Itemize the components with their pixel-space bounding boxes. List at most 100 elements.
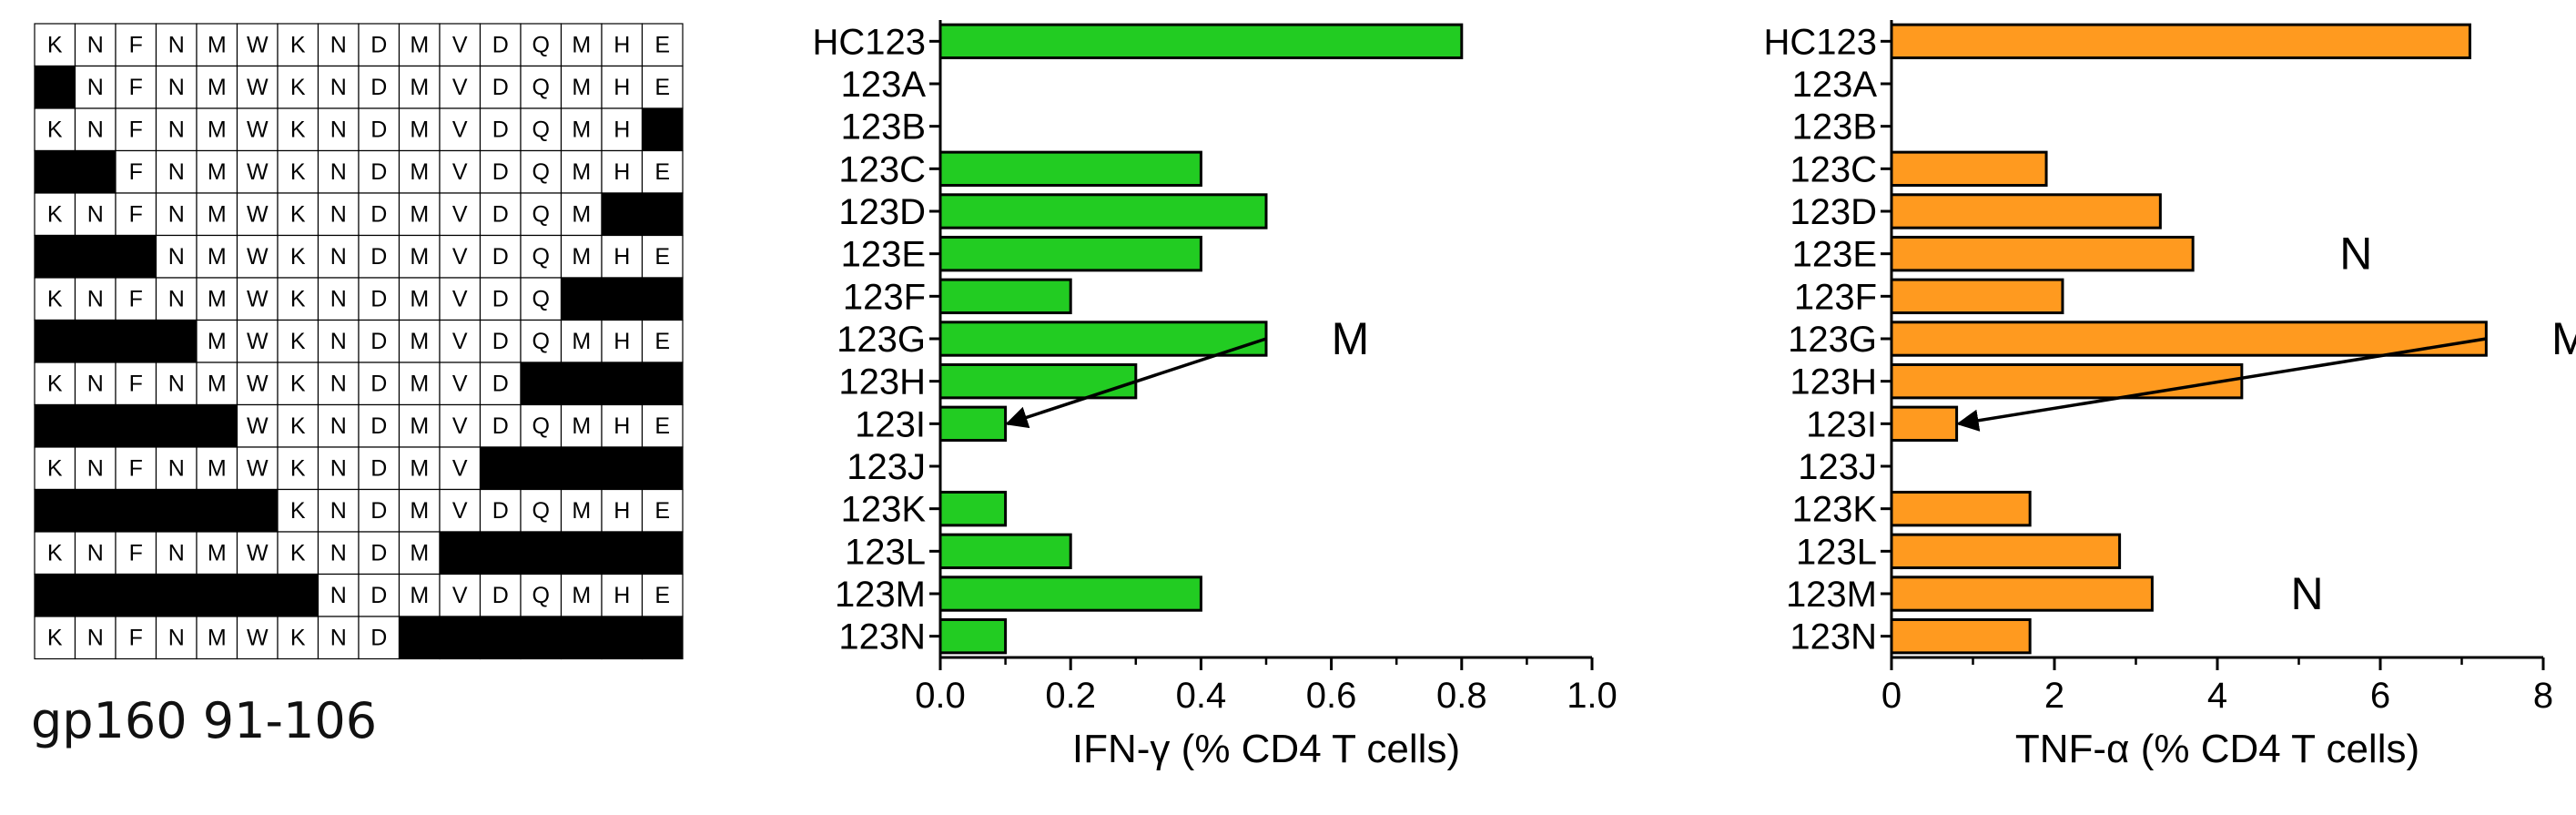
grid-cell (155, 319, 198, 363)
category-label: 123I (1806, 404, 1877, 444)
grid-cell (560, 531, 603, 576)
grid-residue: D (370, 625, 387, 650)
grid-residue: N (330, 413, 347, 439)
grid-cell (317, 107, 360, 152)
grid-cell (196, 573, 238, 617)
bar-123c (938, 150, 1202, 188)
grid-cell (439, 319, 482, 363)
grid-cell (641, 531, 684, 576)
grid-residue: W (247, 371, 269, 396)
grid-residue: M (572, 32, 591, 57)
grid-cell (398, 446, 441, 491)
grid-cell (277, 277, 319, 321)
grid-cell (155, 488, 198, 533)
change-arrow (1956, 337, 2487, 432)
grid-residue: W (247, 201, 269, 227)
grid-residue: H (614, 75, 630, 100)
grid-cell (641, 192, 684, 237)
annotation-letter: M (2551, 313, 2576, 364)
grid-residue: N (168, 286, 185, 311)
grid-cell (74, 573, 117, 617)
grid-cell (34, 23, 76, 67)
grid-cell (277, 234, 319, 279)
grid-residue: K (290, 75, 306, 100)
grid-cell (439, 234, 482, 279)
grid-residue: Q (532, 117, 550, 142)
bar-123l (938, 533, 1072, 570)
bar-123c (1890, 150, 2048, 188)
grid-cell (439, 446, 482, 491)
grid-residue: M (410, 286, 429, 311)
grid-residue: D (492, 413, 509, 439)
grid-residue: N (87, 371, 104, 396)
grid-cell (196, 531, 238, 576)
grid-cell (439, 573, 482, 617)
grid-residue: D (492, 498, 509, 524)
peptide-grid: K N F N M W K N D M V D Q M H EN F N M W K N D M V D Q M H EK N F N M W K N D… (34, 23, 684, 660)
grid-residue: M (208, 625, 227, 650)
grid-residue: D (370, 413, 387, 439)
bar-123f (938, 278, 1072, 315)
bar-123k (938, 490, 1008, 527)
grid-residue: M (208, 540, 227, 565)
grid-cell (439, 107, 482, 152)
grid-residue: N (330, 625, 347, 650)
bar-123n (1890, 617, 2032, 655)
grid-cell (520, 192, 563, 237)
grid-cell (317, 616, 360, 660)
grid-residue: Q (532, 413, 550, 439)
grid-residue: M (410, 32, 429, 57)
x-tick-label: 4 (2207, 676, 2227, 716)
grid-cell (115, 403, 157, 448)
grid-residue: N (168, 32, 185, 57)
annotation-letter: N (2339, 229, 2372, 280)
grid-residue: M (410, 201, 429, 227)
grid-cell (479, 362, 522, 406)
category-label: 123B (841, 107, 926, 148)
grid-cell (520, 531, 563, 576)
grid-cell (560, 149, 603, 194)
grid-residue: N (168, 117, 185, 142)
grid-residue: D (370, 540, 387, 565)
grid-residue: V (452, 498, 468, 524)
grid-residue: W (247, 329, 269, 354)
grid-residue: K (290, 413, 306, 439)
grid-residue: M (410, 498, 429, 524)
grid-cell (277, 319, 319, 363)
grid-residue: N (330, 583, 347, 608)
grid-residue: F (129, 371, 143, 396)
grid-cell (155, 616, 198, 660)
grid-cell (277, 149, 319, 194)
grid-residue: K (47, 201, 63, 227)
grid-cell (196, 23, 238, 67)
grid-residue: N (330, 286, 347, 311)
grid-cell (277, 65, 319, 109)
grid-residue: F (129, 455, 143, 481)
grid-residue: E (654, 244, 670, 270)
x-tick-label: 0.2 (1045, 676, 1096, 716)
grid-residue: M (410, 159, 429, 185)
grid-residue: K (290, 286, 306, 311)
grid-cell (74, 616, 117, 660)
grid-cell (641, 319, 684, 363)
peptide-region-label: gp160 91-106 (31, 692, 378, 749)
grid-residue: N (330, 540, 347, 565)
grid-cell (236, 234, 279, 279)
x-tick-label: 0 (1881, 676, 1902, 716)
category-label: 123K (841, 490, 927, 530)
grid-residue: W (247, 286, 269, 311)
category-label: 123M (835, 575, 926, 615)
grid-residue: W (247, 32, 269, 57)
grid-residue: K (290, 201, 306, 227)
grid-residue: Q (532, 201, 550, 227)
grid-residue: M (208, 244, 227, 270)
bar-123d (1890, 193, 2162, 229)
grid-residue: N (87, 540, 104, 565)
grid-cell (398, 107, 441, 152)
grid-cell (439, 65, 482, 109)
grid-residue: N (87, 286, 104, 311)
grid-residue: M (572, 244, 591, 270)
grid-residue: H (614, 413, 630, 439)
grid-cell (358, 616, 401, 660)
bar-123e (938, 235, 1202, 272)
